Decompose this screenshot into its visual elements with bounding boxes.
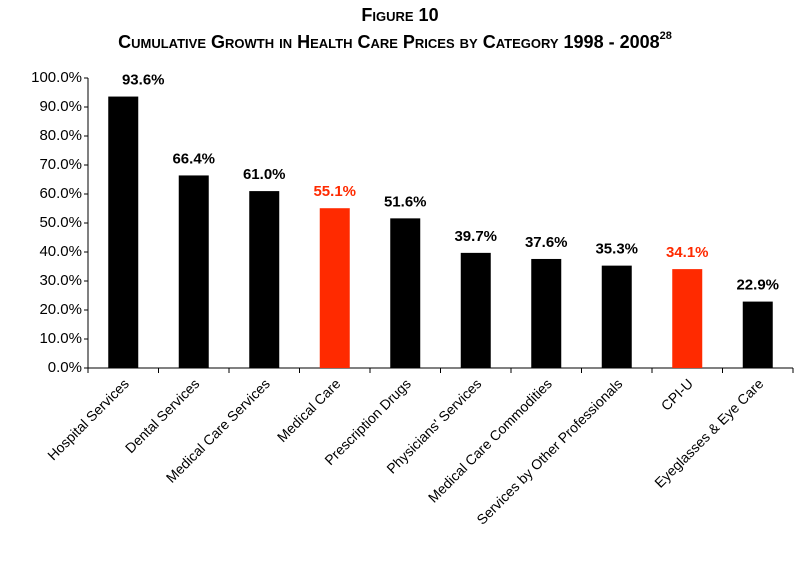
bar: [319, 208, 350, 368]
y-tick-label: 20.0%: [39, 301, 82, 318]
x-tick-label: Dental Services: [122, 375, 203, 456]
value-label: 51.6%: [384, 193, 427, 210]
value-label: 37.6%: [525, 234, 568, 251]
bar: [601, 265, 632, 368]
value-label: 93.6%: [122, 72, 165, 89]
subtitle-text: Cumulative Growth in Health Care Prices …: [118, 32, 660, 52]
value-label: 55.1%: [313, 183, 356, 200]
value-label: 61.0%: [243, 166, 286, 183]
y-tick-label: 80.0%: [39, 127, 82, 144]
bar: [249, 191, 280, 368]
bar: [460, 252, 491, 368]
x-tick-label: Hospital Services: [44, 375, 132, 463]
y-tick-label: 60.0%: [39, 185, 82, 202]
x-tick-label: Services by Other Professionals: [473, 375, 625, 527]
y-tick-label: 100.0%: [31, 69, 82, 86]
chart-subtitle: Cumulative Growth in Health Care Prices …: [118, 30, 672, 52]
value-label: 35.3%: [595, 241, 638, 258]
y-tick-label: 50.0%: [39, 214, 82, 231]
value-label: 66.4%: [172, 150, 215, 167]
bar: [672, 269, 703, 368]
bar: [178, 175, 209, 368]
value-label: 39.7%: [454, 228, 497, 245]
x-tick-label: CPI-U: [658, 375, 696, 413]
bar: [531, 258, 562, 368]
value-label: 22.9%: [736, 277, 779, 294]
y-tick-label: 90.0%: [39, 98, 82, 115]
footnote-ref: 28: [660, 30, 672, 42]
x-tick-label: Medical Care Commodities: [425, 375, 555, 505]
bar: [742, 301, 773, 368]
bar: [108, 96, 139, 368]
y-tick-label: 30.0%: [39, 272, 82, 289]
chart-title: Figure 10: [361, 5, 438, 25]
value-label: 34.1%: [666, 244, 709, 261]
bar: [390, 218, 421, 368]
y-tick-label: 0.0%: [48, 359, 82, 376]
y-tick-label: 70.0%: [39, 156, 82, 173]
y-tick-label: 40.0%: [39, 243, 82, 260]
y-tick-label: 10.0%: [39, 330, 82, 347]
x-tick-label: Medical Care: [274, 375, 344, 445]
